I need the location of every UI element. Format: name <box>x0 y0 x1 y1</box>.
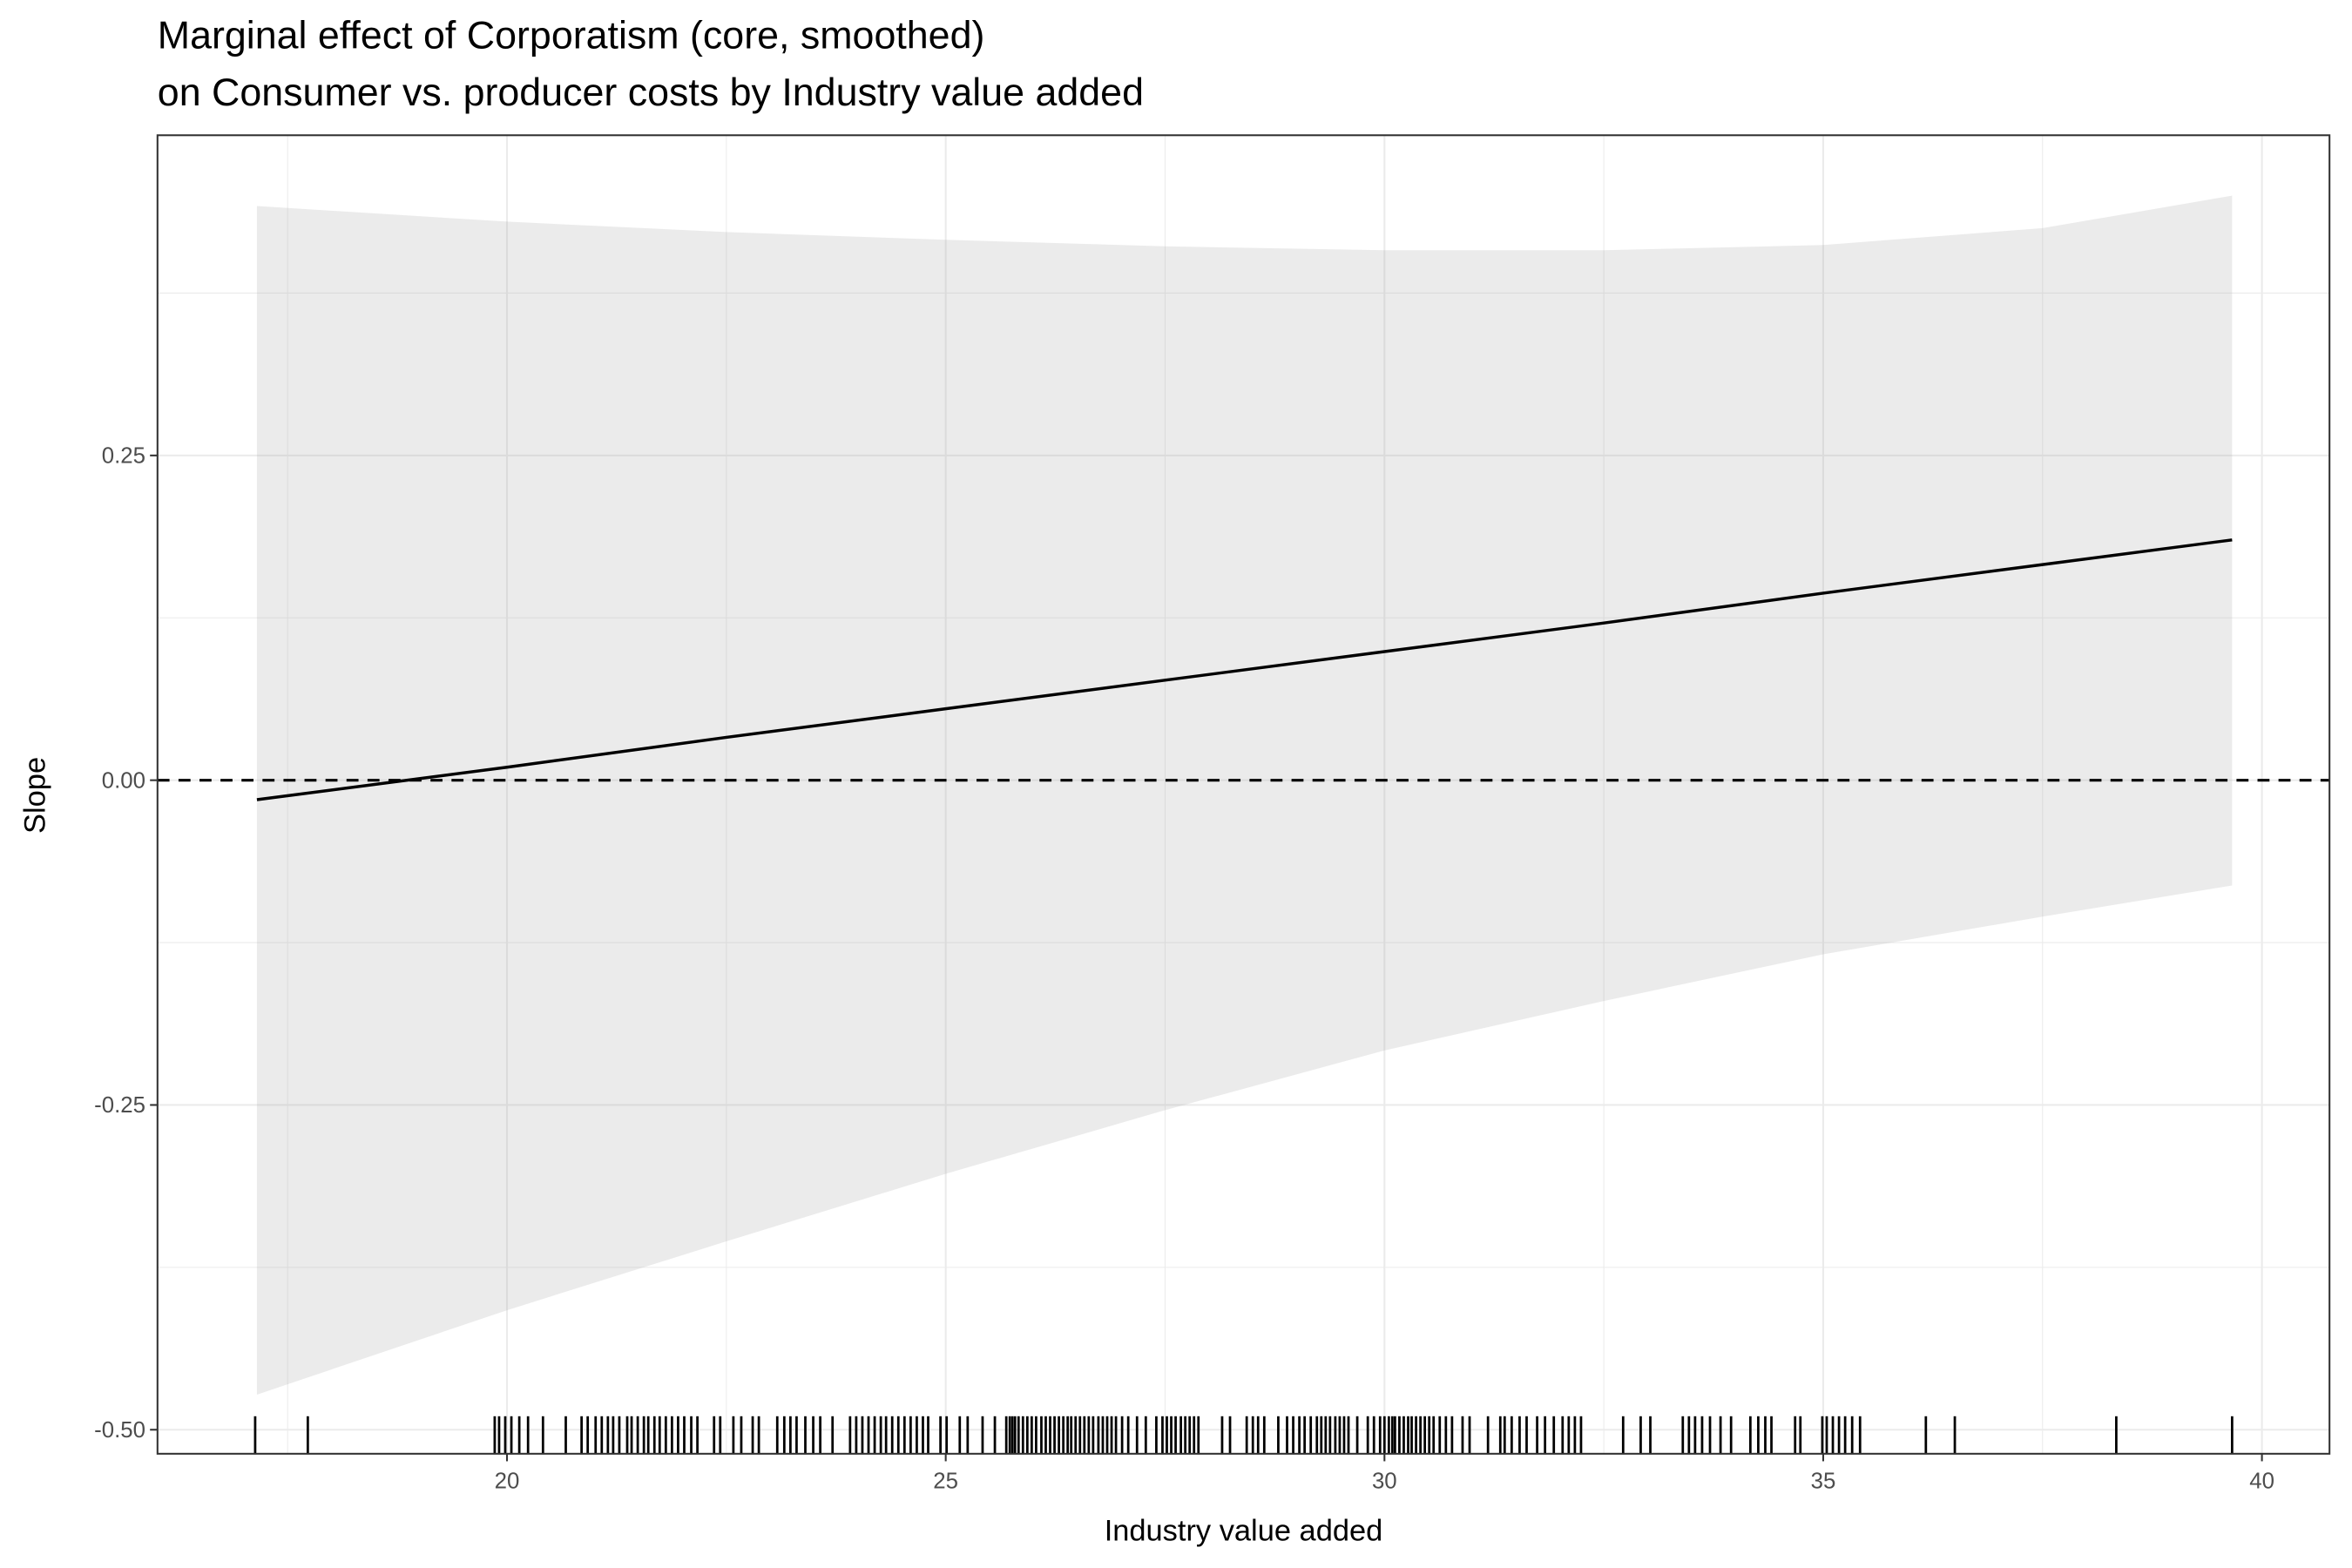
x-tick-label: 20 <box>495 1469 520 1493</box>
plot-area <box>156 134 2331 1455</box>
chart-title: on Consumer vs. producer costs by Indust… <box>158 71 1144 114</box>
x-tick-label: 30 <box>1372 1469 1397 1493</box>
y-tick-label: 0.00 <box>102 768 145 793</box>
x-tick-label: 35 <box>1811 1469 1836 1493</box>
chart-title: Marginal effect of Corporatism (core, sm… <box>158 13 985 57</box>
y-tick-label: -0.25 <box>94 1093 145 1118</box>
x-tick-label: 25 <box>933 1469 958 1493</box>
confidence-band <box>256 195 2233 1395</box>
panel-border <box>156 134 2331 1455</box>
x-tick-label: 40 <box>2249 1469 2274 1493</box>
y-axis-label: Slope <box>19 757 52 834</box>
line <box>256 538 2233 801</box>
panel-background <box>157 135 2330 1454</box>
x-axis-label: Industry value added <box>1105 1515 1383 1548</box>
y-tick-label: 0.25 <box>102 443 145 468</box>
y-tick-label: -0.50 <box>94 1418 145 1443</box>
